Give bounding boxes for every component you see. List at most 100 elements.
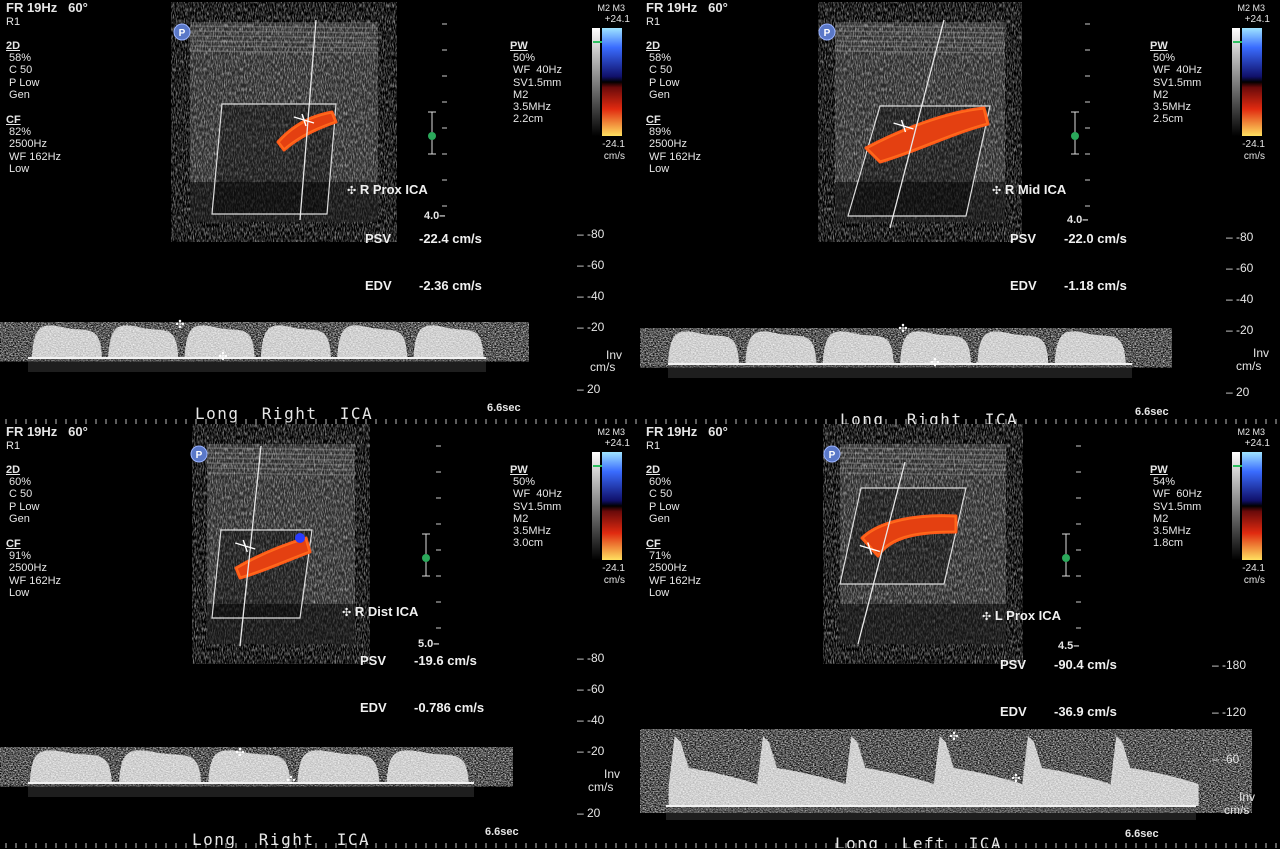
color-flow-settings: CF 89% 2500Hz WF 162Hz Low	[646, 114, 702, 175]
setting-line: 50%	[510, 476, 536, 489]
tissue-layer	[834, 25, 1006, 29]
psv-label: PSV	[1010, 231, 1037, 246]
setting-line: 2500Hz	[6, 562, 47, 575]
setting-line: 89%	[646, 126, 672, 139]
color-flow-settings: CF 91% 2500Hz WF 162Hz Low	[6, 538, 62, 599]
focus-marker-dot	[428, 132, 436, 140]
colorbar-unit: cm/s	[603, 575, 625, 586]
doppler-noise	[668, 364, 1132, 378]
caliper-marker: ✣	[286, 775, 295, 787]
velocity-tick-label: – -40	[577, 289, 605, 303]
probe-logo-icon	[173, 23, 191, 41]
focus-marker-dot	[1071, 132, 1079, 140]
setting-line: WF 162Hz	[646, 150, 702, 163]
setting-line: Low	[6, 586, 30, 599]
setting-line: 3.5MHz	[1150, 101, 1191, 114]
setting-line: WF 40Hz	[510, 64, 562, 77]
doppler-texture	[668, 736, 1199, 806]
colorbar-min: -24.1	[602, 139, 625, 150]
tissue-layer	[834, 30, 1006, 34]
tissue-layer	[206, 447, 356, 451]
velocity-measurement: ✣ L Prox ICA PSV -90.4 cm/s EDV -36.9 cm/s	[982, 578, 1117, 749]
setting-line: M2	[1150, 88, 1169, 101]
spectral-doppler: ✣✣	[668, 323, 1132, 378]
velocity-tick-label: – -40	[577, 713, 605, 727]
setting-line: 3.5MHz	[1150, 525, 1191, 538]
velocity-tick-label: – -60	[1226, 261, 1254, 275]
setting-line: M2	[510, 512, 529, 525]
velocity-tick-label: – -80	[577, 227, 605, 241]
measurement-site: ✣ R Prox ICA	[347, 182, 428, 197]
setting-line: Gen	[646, 512, 670, 525]
colorbar-tag: M2 M3	[1237, 427, 1265, 437]
deep-shadow	[207, 604, 355, 644]
measurement-site: ✣ L Prox ICA	[982, 608, 1062, 623]
setting-line: Low	[6, 162, 30, 175]
color-flow-vessel	[864, 106, 990, 164]
colorbar-tag: M2 M3	[1237, 3, 1265, 13]
tissue-layer	[189, 35, 379, 39]
pulsed-wave-settings: PW 50% WF 40Hz SV1.5mm M2 3.5MHz 2.2cm	[510, 40, 562, 126]
setting-line: 2.2cm	[510, 113, 544, 126]
setting-line: P Low	[646, 500, 680, 513]
depth-marker: 5.0–	[418, 638, 440, 650]
colorbar-min: -24.1	[602, 563, 625, 574]
doppler-texture	[668, 331, 1126, 364]
pulsed-wave-settings: PW 50% WF 40Hz SV1.5mm M2 3.5MHz 2.5cm	[1150, 40, 1202, 126]
region-label: R1	[646, 440, 661, 452]
setting-line: Gen	[6, 88, 30, 101]
setting-line: 3.5MHz	[510, 101, 551, 114]
tissue-layer	[206, 462, 356, 466]
setting-line: SV1.5mm	[1150, 500, 1202, 513]
invert-indicator: Inv	[606, 348, 623, 362]
tissue-layer	[834, 35, 1006, 39]
tissue-layer	[839, 452, 1007, 456]
region-label: R1	[6, 440, 21, 452]
edv-label: EDV	[1010, 278, 1037, 293]
gray-scale-bar	[1232, 28, 1240, 136]
caliper-marker: ✣	[218, 351, 227, 363]
velocity-unit: cm/s	[590, 360, 616, 374]
color-scale-bar	[602, 452, 622, 560]
tissue-layer	[834, 40, 1006, 44]
probe-logo-icon: P	[179, 28, 186, 39]
ultrasound-panel-2: P ✣ ✣ FR 19Hz 60° R1 2D 58% C 50 P Low Gen…	[640, 0, 1280, 424]
psv-value: -22.4 cm/s	[419, 231, 482, 246]
setting-line: Gen	[6, 512, 30, 525]
psv-value: -90.4 cm/s	[1054, 657, 1117, 672]
velocity-measurement: ✣ R Dist ICA PSV -19.6 cm/s EDV -0.786 cm/…	[342, 574, 484, 745]
focus-marker-dot	[422, 554, 430, 562]
study-label: Long Right ICA	[192, 830, 371, 848]
doppler-noise	[28, 783, 474, 797]
setting-line: 50%	[1150, 52, 1176, 65]
setting-line: SV1.5mm	[510, 76, 562, 89]
frame-rate: FR 19Hz 60°	[6, 0, 88, 15]
sweep-time: 6.6sec	[1125, 828, 1159, 840]
doppler-noise	[28, 358, 486, 372]
sample-gate	[867, 542, 873, 555]
gray-scale-bar	[592, 452, 600, 560]
setting-line: 3.0cm	[510, 537, 544, 550]
colorbar-tag: M2 M3	[597, 3, 625, 13]
doppler-noise	[666, 806, 1196, 820]
psv-label: PSV	[365, 231, 392, 246]
ultrasound-image: P✣✣	[645, 19, 1277, 424]
setting-line: 2.5cm	[1150, 113, 1184, 126]
sweep-time: 6.6sec	[485, 826, 519, 838]
probe-logo-icon	[818, 23, 836, 41]
setting-line: 2500Hz	[646, 562, 687, 575]
2d-settings: 2D 60% C 50 P Low Gen	[6, 464, 40, 525]
setting-line: WF 162Hz	[6, 574, 62, 587]
probe-logo-icon	[823, 445, 841, 463]
focus-marker-dot	[1062, 554, 1070, 562]
setting-line: P Low	[646, 76, 680, 89]
ultrasound-panel-4: P ✣ ✣ FR 19Hz 60° R1 2D 60% C 50 P Low Gen…	[640, 424, 1280, 848]
flow-signal	[234, 536, 312, 580]
frame-rate: FR 19Hz 60°	[646, 0, 728, 15]
ultrasound-panel-3: P ✣ ✣ FR 19Hz 60° R1 2D 60% C 50 P Low Gen…	[0, 424, 640, 848]
setting-line: SV1.5mm	[1150, 76, 1202, 89]
ultrasound-image: P✣✣	[5, 444, 637, 848]
spectral-doppler: ✣✣	[28, 747, 474, 797]
deep-shadow	[840, 604, 1006, 644]
region-label: R1	[6, 16, 21, 28]
